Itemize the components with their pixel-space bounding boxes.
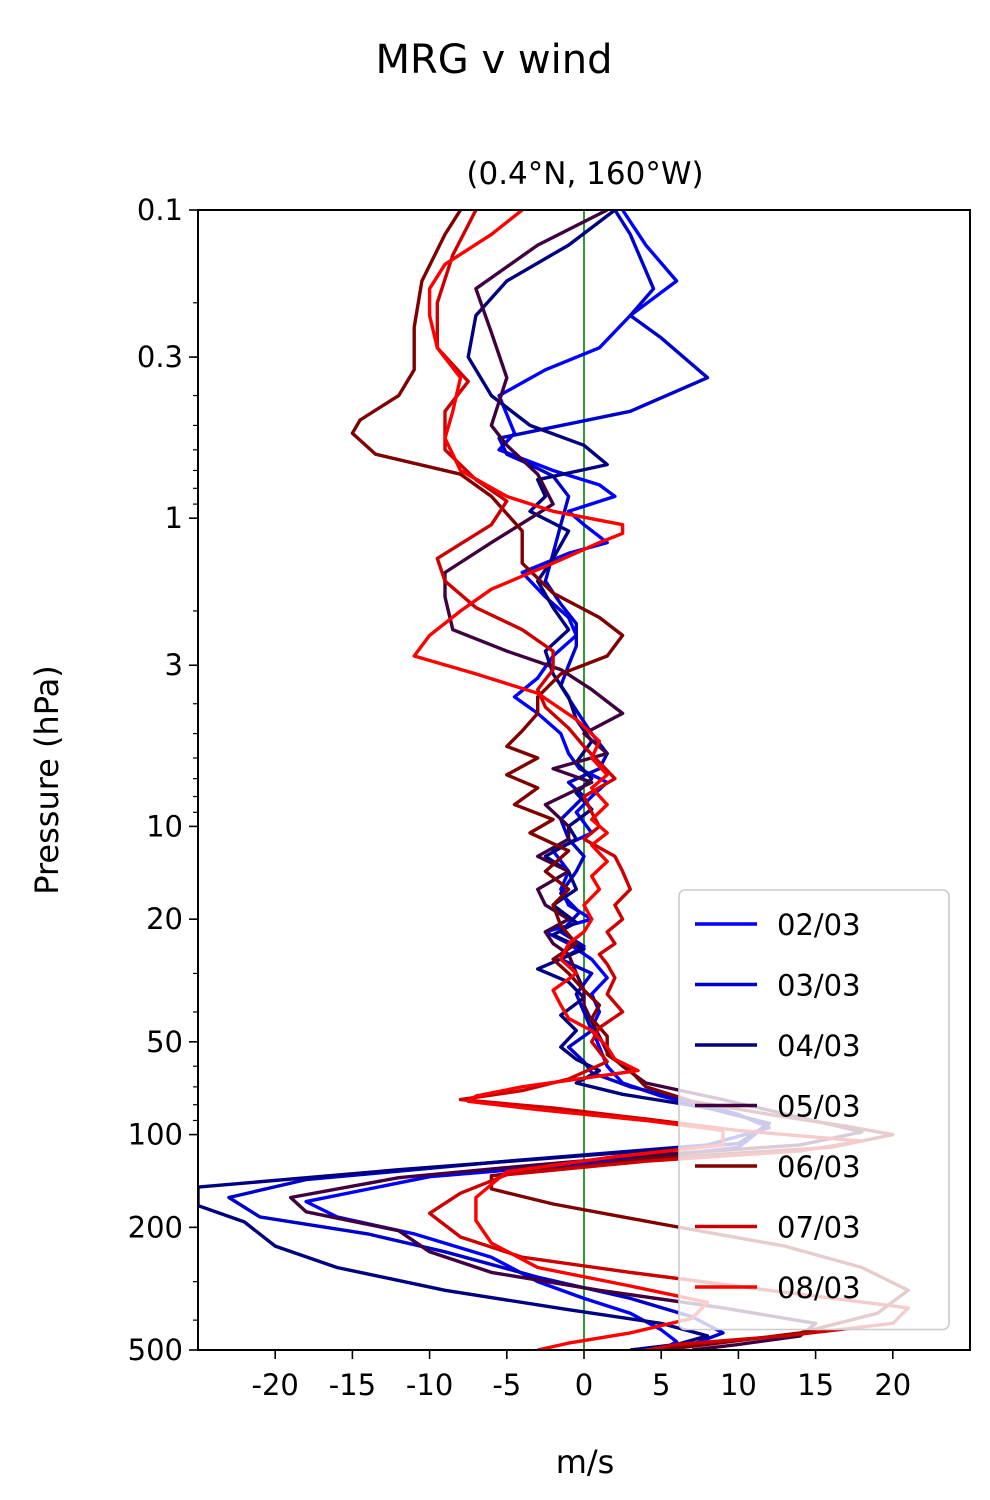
x-tick-label: 10 (720, 1368, 757, 1402)
x-tick-label: 0 (575, 1368, 593, 1402)
y-tick-label: 20 (146, 902, 183, 936)
legend-frame (678, 889, 950, 1331)
x-axis-label: m/s (556, 1443, 615, 1481)
x-tick-label: -5 (492, 1368, 521, 1402)
y-tick-label: 100 (128, 1118, 183, 1152)
series-line-5 (350, 210, 910, 1350)
x-tick-label: 20 (874, 1368, 911, 1402)
legend-label: 02/03 (777, 908, 861, 942)
x-tick-label: -15 (329, 1368, 376, 1402)
legend-label: 06/03 (777, 1150, 861, 1184)
y-tick-label: 1 (165, 501, 183, 535)
x-tick-label: -20 (252, 1368, 299, 1402)
series-line-6 (427, 210, 910, 1350)
y-tick-label: 0.1 (137, 193, 183, 227)
y-tick-label: 50 (146, 1025, 183, 1059)
figure-title: MRG v wind (376, 37, 613, 83)
legend-label: 08/03 (777, 1271, 861, 1305)
series-line-3 (198, 210, 771, 1350)
series-line-2 (227, 210, 771, 1350)
y-tick-label: 10 (146, 809, 183, 843)
y-axis-label: Pressure (hPa) (28, 665, 66, 895)
legend-label: 07/03 (777, 1211, 861, 1245)
plot-area: -20 -15 -10 -5 0 5 10 15 20 0.1 0.3 1 3 10 20 50 100 200 5… (128, 193, 971, 1402)
y-tick-label: 3 (165, 648, 183, 682)
y-tick-label: 500 (128, 1333, 183, 1367)
series-line-4 (288, 210, 864, 1350)
series-line-7 (412, 210, 725, 1350)
legend-label: 04/03 (777, 1029, 861, 1063)
y-tick-label: 0.3 (137, 340, 183, 374)
legend-label: 05/03 (777, 1090, 861, 1124)
legend-label: 03/03 (777, 969, 861, 1003)
axes-title: (0.4°N, 160°W) (466, 156, 703, 192)
x-tick-label: 5 (652, 1368, 670, 1402)
x-tick-label: -10 (406, 1368, 453, 1402)
x-tick-label: 15 (797, 1368, 834, 1402)
legend: 02/03 03/03 04/03 05/03 06/03 07/03 08/03 (678, 889, 950, 1331)
y-tick-label: 200 (128, 1210, 183, 1244)
